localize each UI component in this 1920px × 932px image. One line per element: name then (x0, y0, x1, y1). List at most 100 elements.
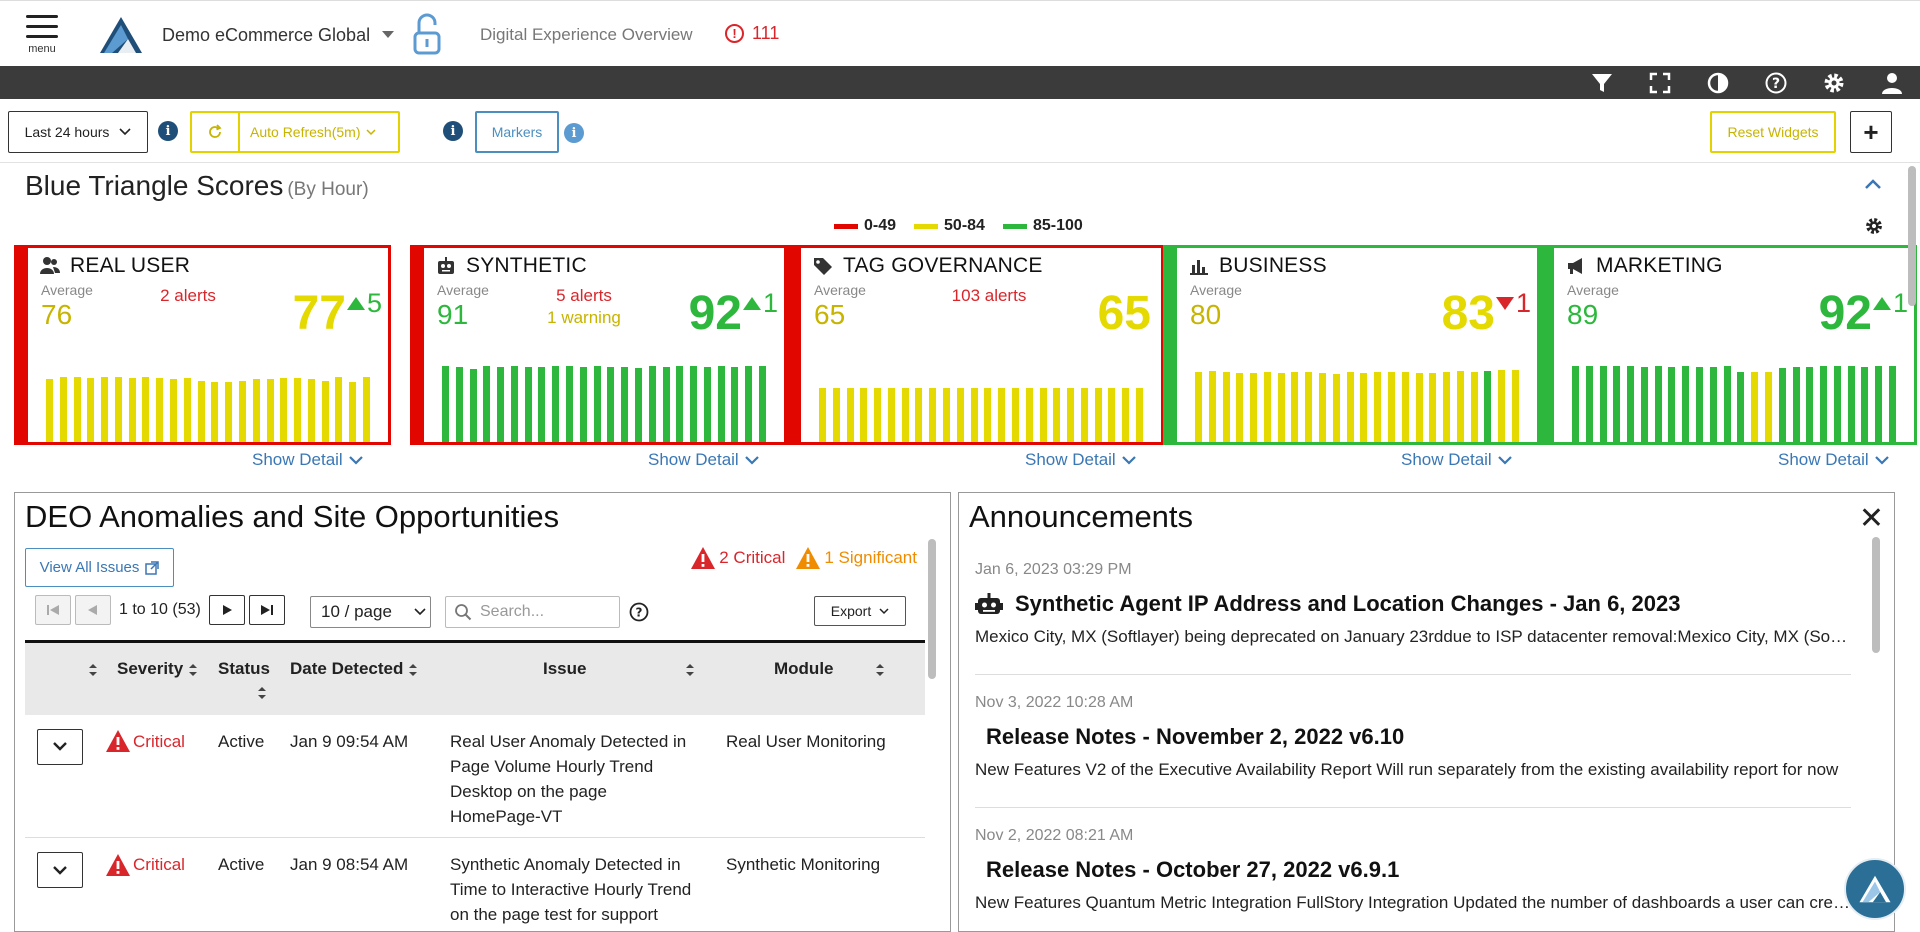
score-bar[interactable] (1511, 370, 1519, 442)
score-bar[interactable] (1053, 388, 1061, 442)
score-bar[interactable] (1429, 373, 1437, 442)
unlock-icon[interactable] (412, 13, 442, 57)
show-detail-link[interactable]: Show Detail (1401, 450, 1512, 470)
table-row[interactable]: Critical Active Jan 9 09:54 AM Real User An… (25, 715, 925, 838)
score-bar[interactable] (1332, 374, 1340, 442)
score-bar[interactable] (1277, 373, 1285, 442)
score-bar[interactable] (970, 388, 978, 442)
score-bar[interactable] (579, 367, 587, 442)
score-bar[interactable] (1792, 367, 1800, 442)
score-bar[interactable] (46, 379, 53, 442)
score-bar[interactable] (1122, 388, 1130, 442)
score-bar[interactable] (1319, 373, 1327, 442)
score-bar[interactable] (87, 378, 95, 442)
score-bar[interactable] (929, 388, 937, 442)
score-bar[interactable] (197, 381, 205, 442)
score-bar[interactable] (455, 367, 463, 442)
gear-icon[interactable] (1822, 71, 1846, 95)
score-bar[interactable] (758, 366, 766, 442)
score-bar[interactable] (745, 366, 753, 442)
score-bar[interactable] (998, 388, 1006, 442)
score-bar[interactable] (1011, 388, 1019, 442)
score-bar[interactable] (307, 379, 315, 442)
help-icon[interactable]: ? (629, 602, 649, 622)
markers-button[interactable]: Markers (475, 111, 559, 153)
table-row[interactable]: Critical Active Jan 9 08:54 AM Synthetic An… (25, 838, 925, 932)
score-bar[interactable] (662, 367, 670, 442)
issue-cell[interactable]: Real User Anomaly Detected in Page Volum… (450, 731, 687, 826)
score-bar[interactable] (1585, 366, 1593, 442)
expand-row-button[interactable] (37, 728, 83, 765)
score-bar[interactable] (101, 377, 109, 442)
score-card[interactable]: TAG GOVERNANCE Average 65 103 alerts 65 (787, 245, 1164, 445)
show-detail-link[interactable]: Show Detail (1778, 450, 1889, 470)
view-all-issues-button[interactable]: View All Issues (25, 548, 174, 587)
score-bar[interactable] (956, 388, 964, 442)
score-bar[interactable] (1484, 371, 1492, 442)
menu-button[interactable]: menu (26, 15, 58, 55)
blue-triangle-logo-icon[interactable] (98, 15, 144, 55)
panel-scrollbar[interactable] (1872, 537, 1880, 653)
announcement-item[interactable]: Nov 3, 2022 10:28 AM Release Notes - Nove… (975, 674, 1851, 808)
score-bar[interactable] (114, 377, 122, 442)
score-bar[interactable] (142, 377, 150, 442)
score-card[interactable]: BUSINESS Average 80 83 1 (1163, 245, 1540, 445)
column-header-status[interactable]: Status (218, 642, 290, 715)
show-detail-link[interactable]: Show Detail (252, 450, 363, 470)
announcement-title[interactable]: Synthetic Agent IP Address and Location … (975, 591, 1680, 617)
score-bar[interactable] (1346, 372, 1354, 442)
score-bar[interactable] (703, 367, 711, 442)
score-bar[interactable] (731, 367, 739, 442)
site-selector[interactable]: Demo eCommerce Global (162, 25, 371, 45)
warnings-link[interactable]: 1 warning (547, 308, 621, 327)
column-header-module[interactable]: Module (716, 642, 925, 715)
score-bar[interactable] (1135, 388, 1143, 442)
score-bar[interactable] (321, 381, 329, 442)
score-bar[interactable] (1696, 367, 1704, 442)
column-header-severity[interactable]: Severity (103, 642, 218, 715)
score-bar[interactable] (607, 367, 615, 442)
score-bar[interactable] (225, 382, 233, 442)
search-input[interactable] (480, 603, 610, 621)
filter-icon[interactable] (1590, 71, 1614, 95)
score-bar[interactable] (1039, 388, 1047, 442)
panel-scrollbar[interactable] (928, 539, 936, 679)
first-page-button[interactable] (35, 595, 71, 625)
score-bar[interactable] (593, 366, 601, 442)
score-bar[interactable] (1401, 372, 1409, 442)
score-bar[interactable] (1374, 372, 1382, 442)
score-bar[interactable] (1108, 388, 1116, 442)
score-bar[interactable] (552, 366, 560, 442)
score-bar[interactable] (349, 382, 357, 442)
score-bar[interactable] (1080, 388, 1088, 442)
score-bar[interactable] (280, 378, 288, 442)
page-scrollbar[interactable] (1908, 166, 1916, 306)
score-bar[interactable] (1222, 372, 1230, 442)
show-detail-link[interactable]: Show Detail (1025, 450, 1136, 470)
issue-cell[interactable]: Synthetic Anomaly Detected in Time to In… (450, 855, 692, 924)
score-bar[interactable] (1888, 366, 1896, 442)
close-icon[interactable]: ✕ (1858, 502, 1884, 535)
score-card[interactable]: SYNTHETIC Average 91 5 alerts 1 warning 92 1 (410, 245, 787, 445)
score-bar[interactable] (211, 382, 219, 442)
score-bar[interactable] (874, 388, 882, 442)
score-bar[interactable] (1025, 388, 1033, 442)
expand-row-button[interactable] (37, 852, 83, 888)
score-bar[interactable] (266, 379, 274, 442)
alerts-link[interactable]: 5 alerts (556, 286, 612, 305)
score-bar[interactable] (717, 366, 725, 442)
score-bar[interactable] (1764, 372, 1772, 442)
prev-page-button[interactable] (75, 595, 111, 625)
reset-widgets-button[interactable]: Reset Widgets (1710, 111, 1836, 153)
page-size-select[interactable]: 10 / page (310, 596, 431, 628)
score-bar[interactable] (1723, 366, 1731, 442)
next-page-button[interactable] (208, 595, 245, 625)
score-bar[interactable] (1498, 370, 1506, 442)
score-bar[interactable] (819, 388, 826, 442)
score-bar[interactable] (1682, 366, 1690, 442)
score-bar[interactable] (648, 366, 656, 442)
score-bar[interactable] (1627, 366, 1635, 442)
score-bar[interactable] (1833, 366, 1841, 442)
help-icon[interactable]: ? (1764, 71, 1788, 95)
critical-count[interactable]: 2 Critical (690, 546, 785, 570)
